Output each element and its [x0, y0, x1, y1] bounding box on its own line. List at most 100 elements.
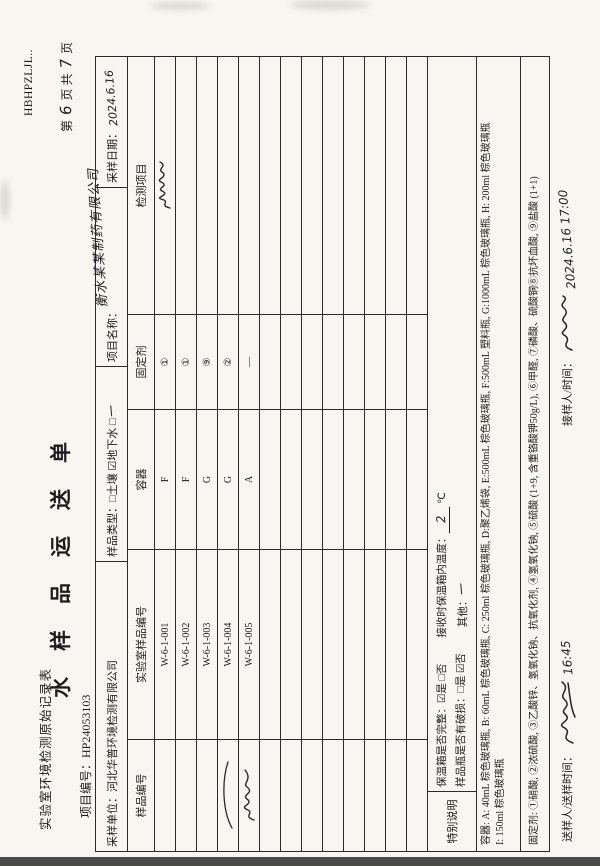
- cell-container: [260, 409, 280, 549]
- sample-type: 样品类型：□土壤 ☑地下水 □ 一: [96, 366, 127, 561]
- col-sample-code: 样品编号: [128, 739, 154, 851]
- cell-fixative: [386, 314, 406, 409]
- cell-fixative: [302, 314, 322, 409]
- bottle-damage-check: 样品瓶是否有破损：□是 ☑否: [455, 653, 467, 787]
- scan-smudge: [290, 0, 370, 10]
- col-fixative: 固定剂: [128, 314, 154, 409]
- cell-lab-id: [365, 549, 385, 739]
- cell-container: [323, 409, 343, 549]
- cell-test-items: [407, 57, 427, 314]
- cell-fixative: [365, 314, 385, 409]
- cell-sample-code: [407, 739, 427, 851]
- handwritten-note-scribble: [158, 161, 171, 210]
- cell-lab-id: W-6-1-001: [155, 549, 175, 739]
- sender-label: 送样人/送样时间：: [562, 750, 574, 842]
- cell-test-items: [155, 57, 175, 314]
- cell-lab-id: W-6-1-004: [218, 549, 238, 739]
- cell-lab-id: [344, 549, 364, 739]
- table-row: [281, 57, 302, 851]
- fixative-legend: 固定剂: ①硝酸, ②浓硫酸, ③乙酸锌、氢氧化钠、抗氧化剂, ④氢氧化钠, ⑤…: [529, 176, 541, 845]
- cooler-temp: 接收时保温箱内温度： 2 ℃: [433, 492, 450, 638]
- cell-fixative: [281, 314, 301, 409]
- receiver-label: 接样人/时间：: [562, 356, 574, 426]
- cell-fixative: [323, 314, 343, 409]
- cell-fixative: ①: [155, 314, 175, 409]
- scan-smudge: [150, 2, 210, 10]
- cell-container: [365, 409, 385, 549]
- cell-test-items: [386, 57, 406, 314]
- cell-lab-id: [260, 549, 280, 739]
- handwritten-curve-mark: [223, 761, 233, 830]
- project-name-cell: 项目名称： 衡水某某制药有限公司: [86, 167, 127, 366]
- table-row: [365, 57, 386, 851]
- sample-type-options: 样品类型：□土壤 ☑地下水 □: [106, 418, 119, 557]
- container-legend-line1: 容器: A: 40mL 棕色玻璃瓶, B: 60mL 棕色玻璃瓶, C: 250…: [481, 122, 492, 845]
- cell-fixative: [260, 314, 280, 409]
- special-notes-label: 特别说明: [428, 791, 476, 851]
- table-row: W-6-1-005 A —: [239, 57, 260, 851]
- other-label: 其他：: [457, 595, 469, 628]
- cell-sample-code: [302, 739, 322, 851]
- table-row: [323, 57, 344, 851]
- cooler-intact-check: 保温箱是否完整：☑是 □否: [437, 663, 449, 787]
- sampling-date-cell: 采样日期： 2024.6.16: [96, 57, 127, 187]
- document-sheet: 实验室环境检测原始记录表 HBHPZLJL.. 第 6 页 共 7 页 水样品运…: [7, 10, 593, 856]
- cell-fixative: [344, 314, 364, 409]
- special-notes-content: 保温箱是否完整：☑是 □否 接收时保温箱内温度： 2 ℃ 样品瓶是否有破损：□是 …: [428, 57, 476, 791]
- cell-sample-code: [239, 739, 259, 851]
- table-row: [386, 57, 407, 851]
- cell-sample-code: [323, 739, 343, 851]
- sampling-date-label: 采样日期：: [106, 128, 119, 183]
- col-test-items: 检测项目: [136, 163, 148, 208]
- cell-container: [281, 409, 301, 549]
- scan-edge-bottom: [0, 857, 600, 866]
- cell-lab-id: [323, 549, 343, 739]
- cell-sample-code: [344, 739, 364, 851]
- table-row: W-6-1-003 G ⑨: [197, 57, 218, 851]
- handwritten-note-scribble: [243, 769, 255, 822]
- cell-lab-id: [407, 549, 427, 739]
- cell-test-items: [281, 57, 301, 314]
- receiver-signature-scribble: [561, 295, 573, 351]
- cell-sample-code: [155, 739, 175, 851]
- cell-sample-code: [281, 739, 301, 851]
- cell-test-items: [176, 57, 196, 314]
- cell-lab-id: W-6-1-005: [239, 549, 259, 739]
- scan-smudge: [0, 180, 10, 220]
- cell-sample-code: [386, 739, 406, 851]
- cell-test-items: [197, 57, 217, 314]
- cell-fixative: —: [239, 314, 259, 409]
- project-name-handwritten: 衡水某某制药有限公司: [86, 167, 111, 309]
- fixative-legend-row: 固定剂: ①硝酸, ②浓硫酸, ③乙酸锌、氢氧化钠、抗氧化剂, ④氢氧化钠, ⑤…: [521, 57, 549, 851]
- table-row: [344, 57, 365, 851]
- cell-lab-id: [302, 549, 322, 739]
- cell-test-items: [260, 57, 280, 314]
- cell-container: F: [155, 409, 175, 549]
- receiver-time-handwritten: 2024.6.16 17:00: [555, 189, 579, 290]
- other-note: 其他：一: [453, 583, 470, 628]
- table-row: W-6-1-001 F ①: [155, 57, 176, 851]
- cell-lab-id: [281, 549, 301, 739]
- sender-time-handwritten: 16:45: [558, 639, 576, 676]
- table-row: [260, 57, 281, 851]
- col-container: 容器: [128, 409, 154, 549]
- cell-sample-code: [260, 739, 280, 851]
- special-notes-row: 特别说明 保温箱是否完整：☑是 □否 接收时保温箱内温度： 2 ℃ 样品瓶是否有破…: [428, 57, 477, 851]
- col-lab-sample-id: 实验室样品编号: [128, 549, 154, 739]
- table-row: [302, 57, 323, 851]
- cell-sample-code: [365, 739, 385, 851]
- cell-test-items: [344, 57, 364, 314]
- cooler-temp-handwritten: 2: [433, 515, 449, 525]
- cell-test-items: [365, 57, 385, 314]
- sampling-date-handwritten: 2024.6.16: [102, 69, 121, 127]
- cell-fixative: ①: [176, 314, 196, 409]
- sample-type-handwritten: 一: [104, 405, 120, 419]
- form-code: HBHPZLJL..: [23, 49, 35, 116]
- cell-fixative: ②: [218, 314, 238, 409]
- sampling-org: 采样单位：河北华普环境检测有限公司: [96, 561, 127, 851]
- table-row: W-6-1-002 F ①: [176, 57, 197, 851]
- cell-sample-code: [218, 739, 238, 851]
- cell-container: G: [218, 409, 238, 549]
- form-info-row: 采样单位：河北华普环境检测有限公司 样品类型：□土壤 ☑地下水 □ 一 项目名称…: [86, 57, 128, 851]
